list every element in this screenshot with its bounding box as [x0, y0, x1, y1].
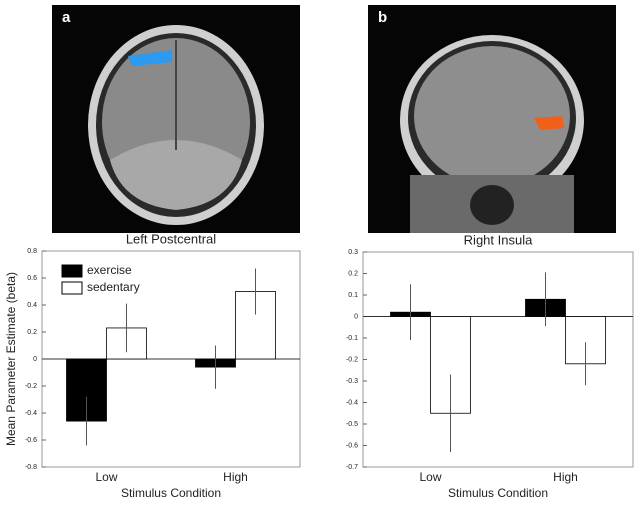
legend-label: sedentary	[87, 280, 140, 294]
y-tick-label: -0.6	[25, 437, 37, 444]
y-tick-label: 0.6	[27, 275, 37, 282]
y-tick-label: -0.1	[346, 335, 358, 342]
chart-title: Right Insula	[464, 232, 533, 247]
legend-swatch	[61, 281, 83, 295]
y-tick-label: 0.8	[27, 248, 37, 255]
y-tick-label: 0.1	[348, 292, 358, 299]
x-axis-label: Stimulus Condition	[448, 486, 548, 500]
y-tick-label: 0.4	[27, 302, 37, 309]
y-tick-label: 0	[354, 313, 358, 320]
y-tick-label: 0	[33, 356, 37, 363]
x-tick-label: High	[553, 470, 578, 484]
y-tick-label: -0.7	[346, 464, 358, 471]
x-axis-label: Stimulus Condition	[121, 486, 221, 500]
brain-image-a	[52, 5, 300, 233]
chart-title: Left Postcentral	[126, 231, 216, 246]
legend-label: exercise	[87, 263, 132, 277]
legend-swatch	[61, 264, 83, 278]
y-tick-label: 0.2	[348, 270, 358, 277]
y-tick-label: 0.2	[27, 329, 37, 336]
y-tick-label: -0.4	[25, 410, 37, 417]
y-tick-label: -0.6	[346, 442, 358, 449]
panel-label: b	[378, 9, 387, 26]
y-tick-label: -0.5	[346, 421, 358, 428]
x-tick-label: High	[223, 470, 248, 484]
y-tick-label: -0.2	[346, 356, 358, 363]
y-axis-label: Mean Parameter Estimate (beta)	[4, 272, 18, 446]
y-tick-label: 0.3	[348, 249, 358, 256]
y-tick-label: -0.3	[346, 378, 358, 385]
y-tick-label: -0.8	[25, 464, 37, 471]
y-tick-label: -0.2	[25, 383, 37, 390]
y-tick-label: -0.4	[346, 399, 358, 406]
panel-label: a	[62, 9, 71, 26]
brain-image-b	[368, 5, 616, 233]
x-tick-label: Low	[419, 470, 441, 484]
x-tick-label: Low	[95, 470, 117, 484]
